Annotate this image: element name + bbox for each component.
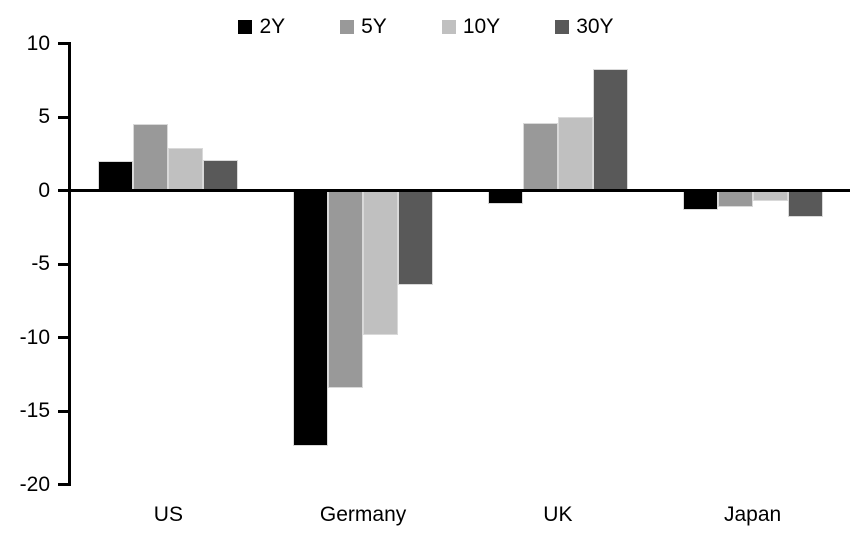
legend-label-2y: 2Y [259,15,286,38]
chart-legend: 2Y 5Y 10Y 30Y [0,16,852,37]
x-axis-label-japan: Japan [723,503,782,526]
y-axis-tick-label: -15 [19,399,50,422]
y-axis-tick-label: -20 [19,472,50,496]
legend-swatch-10y [441,19,456,34]
y-axis-tick [58,409,68,413]
legend-label-30y: 30Y [576,15,614,38]
bar-germany-2y [293,190,329,447]
x-axis-label-us: US [153,503,183,526]
legend-item-30y: 30Y [555,15,614,38]
y-axis-tick [58,262,68,266]
y-axis-tick [58,336,68,339]
legend-item-10y: 10Y [441,15,501,38]
bar-uk-5y [522,122,558,191]
y-axis-tick-label: -5 [31,252,50,275]
legend-swatch-5y [340,19,355,34]
bar-japan-30y [787,190,823,217]
bar-uk-30y [592,68,628,191]
legend-swatch-30y [555,19,570,34]
y-axis-tick [58,42,68,45]
y-axis-tick [58,483,68,486]
bar-us-2y [98,161,134,191]
bar-japan-2y [682,190,718,210]
legend-swatch-2y [238,19,253,34]
y-axis-tick-label: 0 [38,178,50,202]
x-axis-label-germany: Germany [319,503,407,526]
y-axis-tick [58,189,68,192]
zero-baseline [68,189,850,192]
bar-germany-30y [398,190,434,285]
bar-japan-5y [717,190,753,207]
y-axis-tick-label: -10 [19,325,50,349]
legend-item-5y: 5Y [340,16,387,37]
y-axis-tick [58,115,68,119]
legend-label-10y: 10Y [462,15,501,38]
bar-us-30y [203,159,239,191]
bar-us-10y [168,147,204,191]
bar-germany-10y [363,190,399,335]
bar-japan-10y [752,190,788,201]
legend-item-2y: 2Y [238,16,285,37]
y-axis-tick-label: 5 [38,105,50,128]
bar-germany-5y [328,190,364,388]
bar-uk-10y [557,117,593,191]
x-axis-label-uk: UK [543,503,573,526]
legend-label-5y: 5Y [361,15,387,38]
bar-uk-2y [487,190,523,204]
bar-us-5y [133,124,169,191]
y-axis-tick-label: 10 [26,31,50,55]
y-axis-line [68,42,71,486]
